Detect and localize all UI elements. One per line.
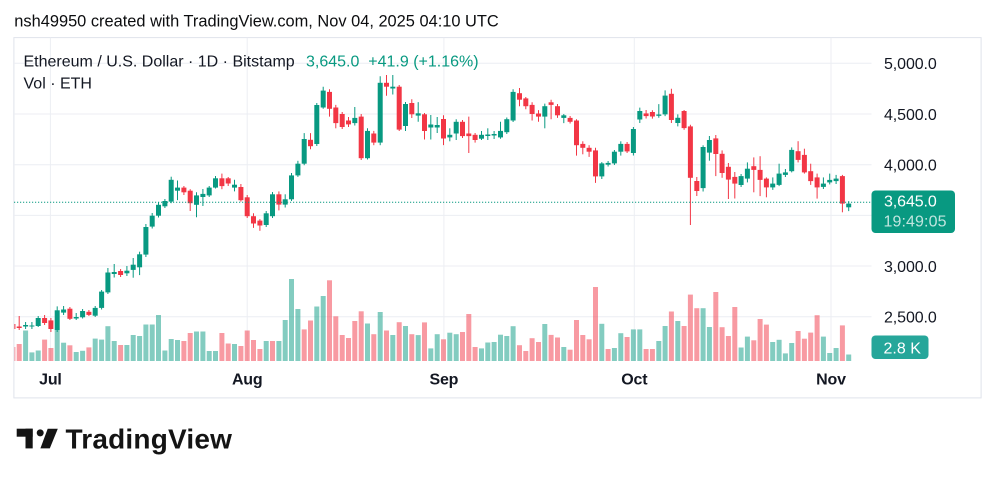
svg-text:nsh49950 created with TradingV: nsh49950 created with TradingView.com, N… xyxy=(14,13,499,31)
svg-text:Vol · ETH: Vol · ETH xyxy=(24,76,92,93)
svg-text:Oct: Oct xyxy=(621,371,648,388)
svg-text:5,000.0: 5,000.0 xyxy=(884,56,937,73)
svg-text:19:49:05: 19:49:05 xyxy=(884,214,947,231)
svg-text:4,000.0: 4,000.0 xyxy=(884,158,937,175)
svg-text:Aug: Aug xyxy=(232,371,263,388)
svg-text:4,500.0: 4,500.0 xyxy=(884,107,937,124)
svg-text:Nov: Nov xyxy=(816,371,846,388)
svg-text:3,645.0: 3,645.0 xyxy=(884,194,937,211)
svg-text:3,000.0: 3,000.0 xyxy=(884,259,937,276)
svg-text:3,645.0 +41.9 (+1.16%): 3,645.0 +41.9 (+1.16%) xyxy=(306,54,479,71)
svg-text:TradingView: TradingView xyxy=(66,424,233,455)
svg-text:2.8 K: 2.8 K xyxy=(884,341,922,358)
svg-text:Jul: Jul xyxy=(39,371,62,388)
svg-text:Sep: Sep xyxy=(430,371,459,388)
svg-text:2,500.0: 2,500.0 xyxy=(884,310,937,327)
svg-text:Ethereum / U.S. Dollar · 1D ·: Ethereum / U.S. Dollar · 1D · Bitstamp xyxy=(24,54,295,71)
